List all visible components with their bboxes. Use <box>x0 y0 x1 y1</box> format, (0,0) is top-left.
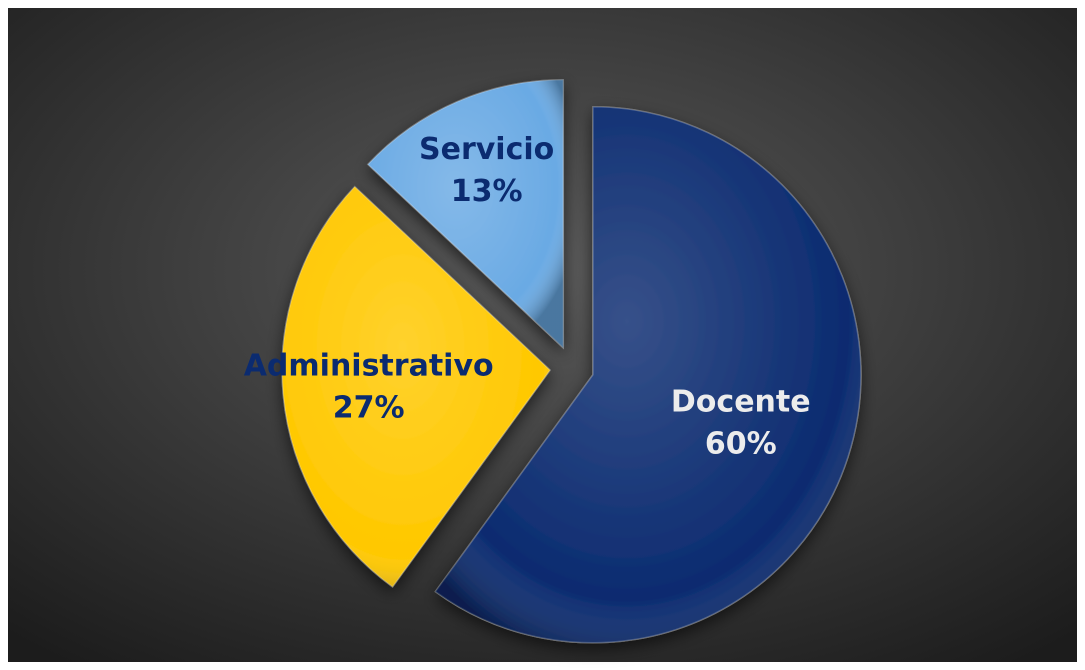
slice-label: Administrativo <box>244 349 494 384</box>
labels: Docente 60% Administrativo 27% Servicio 13% <box>244 132 811 461</box>
slice-shine <box>282 186 551 587</box>
slice-label: Servicio <box>419 132 554 167</box>
slice-label: Docente <box>671 384 811 419</box>
slice-shine <box>367 79 564 348</box>
slice-group <box>434 106 862 644</box>
slice-group <box>366 79 565 350</box>
value-label: 13% <box>451 174 523 209</box>
slice-shine <box>435 106 861 643</box>
pie <box>281 79 862 644</box>
value-label: 27% <box>333 391 405 426</box>
slice-group <box>281 185 552 588</box>
value-label: 60% <box>705 426 777 461</box>
